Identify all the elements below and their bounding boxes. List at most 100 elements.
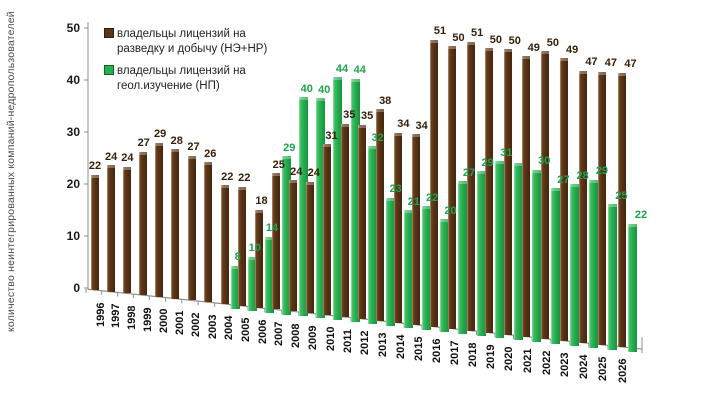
bar-highlight <box>264 236 266 313</box>
bar-value-label: 23 <box>389 183 402 196</box>
bar-top-bevel <box>559 58 568 62</box>
bar-geology-2008 <box>298 97 308 317</box>
bar-geology-2010 <box>333 77 343 321</box>
bar-top-bevel <box>513 162 523 166</box>
x-tick-label-2009: 2009 <box>307 325 320 350</box>
bar-value-label: 27 <box>557 173 570 186</box>
bar-production-2000 <box>154 142 163 297</box>
bar-highlight <box>376 109 378 321</box>
bar-geology-2018 <box>476 171 486 336</box>
bar-production-1999 <box>138 151 147 296</box>
bar-geology-2004 <box>230 265 240 310</box>
bar-top-bevel <box>386 197 396 201</box>
bar-value-label: 32 <box>371 131 384 144</box>
x-tick-label-2004: 2004 <box>223 315 236 341</box>
x-tick-label-2026: 2026 <box>616 358 629 383</box>
x-tick-label-2020: 2020 <box>503 346 516 371</box>
bar-top-bevel <box>187 155 196 159</box>
x-tick-label-1996: 1996 <box>94 302 107 327</box>
x-tick-label-2019: 2019 <box>485 344 498 369</box>
bar-production-2008 <box>288 180 297 312</box>
bar-top-bevel <box>323 144 332 148</box>
bar-top-bevel <box>551 188 561 192</box>
bar-value-label: 49 <box>527 41 540 54</box>
bar-value-label: 49 <box>565 43 579 56</box>
bar-highlight <box>154 142 156 297</box>
bar-highlight <box>598 71 600 345</box>
bar-top-bevel <box>448 46 457 50</box>
bar-top-bevel <box>458 181 468 185</box>
bar-production-2001 <box>171 149 180 299</box>
bar-value-label: 24 <box>290 165 303 178</box>
bar-top-bevel <box>617 72 626 76</box>
bar-value-label: 29 <box>481 156 494 169</box>
bar-top-bevel <box>315 98 325 102</box>
bar-value-label: 22 <box>221 170 234 183</box>
y-tick-label: 10 <box>66 229 80 243</box>
bar-value-label: 25 <box>615 189 628 202</box>
bar-production-2005 <box>237 186 246 306</box>
bar-value-label: 22 <box>425 191 439 204</box>
bar-value-label: 28 <box>576 169 589 182</box>
bar-top-bevel <box>579 70 588 74</box>
bar-value-label: 29 <box>154 128 167 141</box>
bar-highlight <box>298 97 300 317</box>
bar-value-label: 50 <box>489 33 502 46</box>
bar-highlight <box>271 173 273 310</box>
x-tick-label-2008: 2008 <box>290 323 303 348</box>
bar-top-bevel <box>541 51 550 55</box>
x-tick-label-2014: 2014 <box>394 334 407 359</box>
bar-production-2003 <box>204 162 213 303</box>
bar-geology-2007 <box>281 156 291 315</box>
bar-top-bevel <box>376 109 385 113</box>
y-tick-label: 20 <box>66 177 80 191</box>
bar-geology-2024 <box>589 179 599 348</box>
bar-top-bevel <box>271 173 280 177</box>
bar-value-label: 10 <box>248 242 261 255</box>
bar-highlight <box>237 186 239 306</box>
bar-highlight <box>617 72 619 347</box>
bar-value-label: 38 <box>379 94 392 107</box>
bar-highlight <box>358 124 360 319</box>
bar-highlight <box>559 58 561 341</box>
bar-geology-2023 <box>569 184 579 346</box>
bar-value-label: 8 <box>234 251 241 264</box>
x-tick-label-2012: 2012 <box>359 330 372 356</box>
bar-highlight <box>579 70 581 343</box>
bar-highlight <box>368 146 370 324</box>
bar-highlight <box>350 78 352 323</box>
bar-highlight <box>411 134 413 325</box>
bar-top-bevel <box>358 124 367 128</box>
bar-top-bevel <box>430 39 438 43</box>
bar-production-2014 <box>393 132 402 323</box>
bar-geology-2014 <box>403 210 413 328</box>
bar-value-label: 44 <box>353 64 366 76</box>
x-tick-label-2006: 2006 <box>256 319 269 345</box>
bar-geology-2019 <box>494 161 504 338</box>
bar-top-bevel <box>569 184 579 188</box>
bar-value-label: 22 <box>634 209 648 221</box>
bar-top-bevel <box>466 41 475 45</box>
bar-geology-2016 <box>440 219 449 332</box>
x-tick-label-2016: 2016 <box>430 338 443 363</box>
bar-highlight <box>421 206 423 330</box>
bar-production-2010 <box>323 144 332 316</box>
bar-highlight <box>187 155 189 301</box>
bar-top-bevel <box>421 206 431 210</box>
bar-value-label: 35 <box>361 110 374 123</box>
bar-top-bevel <box>476 171 486 175</box>
bar-top-bevel <box>237 186 246 190</box>
bar-top-bevel <box>484 48 493 52</box>
bar-value-label: 25 <box>272 158 285 171</box>
bar-value-label: 14 <box>265 222 279 235</box>
bar-highlight <box>476 171 478 336</box>
bar-value-label: 29 <box>595 165 609 178</box>
bar-value-label: 26 <box>204 147 217 160</box>
bar-highlight <box>204 162 206 303</box>
bar-production-2022 <box>541 51 550 339</box>
bar-highlight <box>230 265 232 310</box>
x-tick-label-1997: 1997 <box>110 303 123 329</box>
bar-highlight <box>430 39 431 327</box>
bar-highlight <box>333 77 335 321</box>
bar-highlight <box>466 41 468 331</box>
